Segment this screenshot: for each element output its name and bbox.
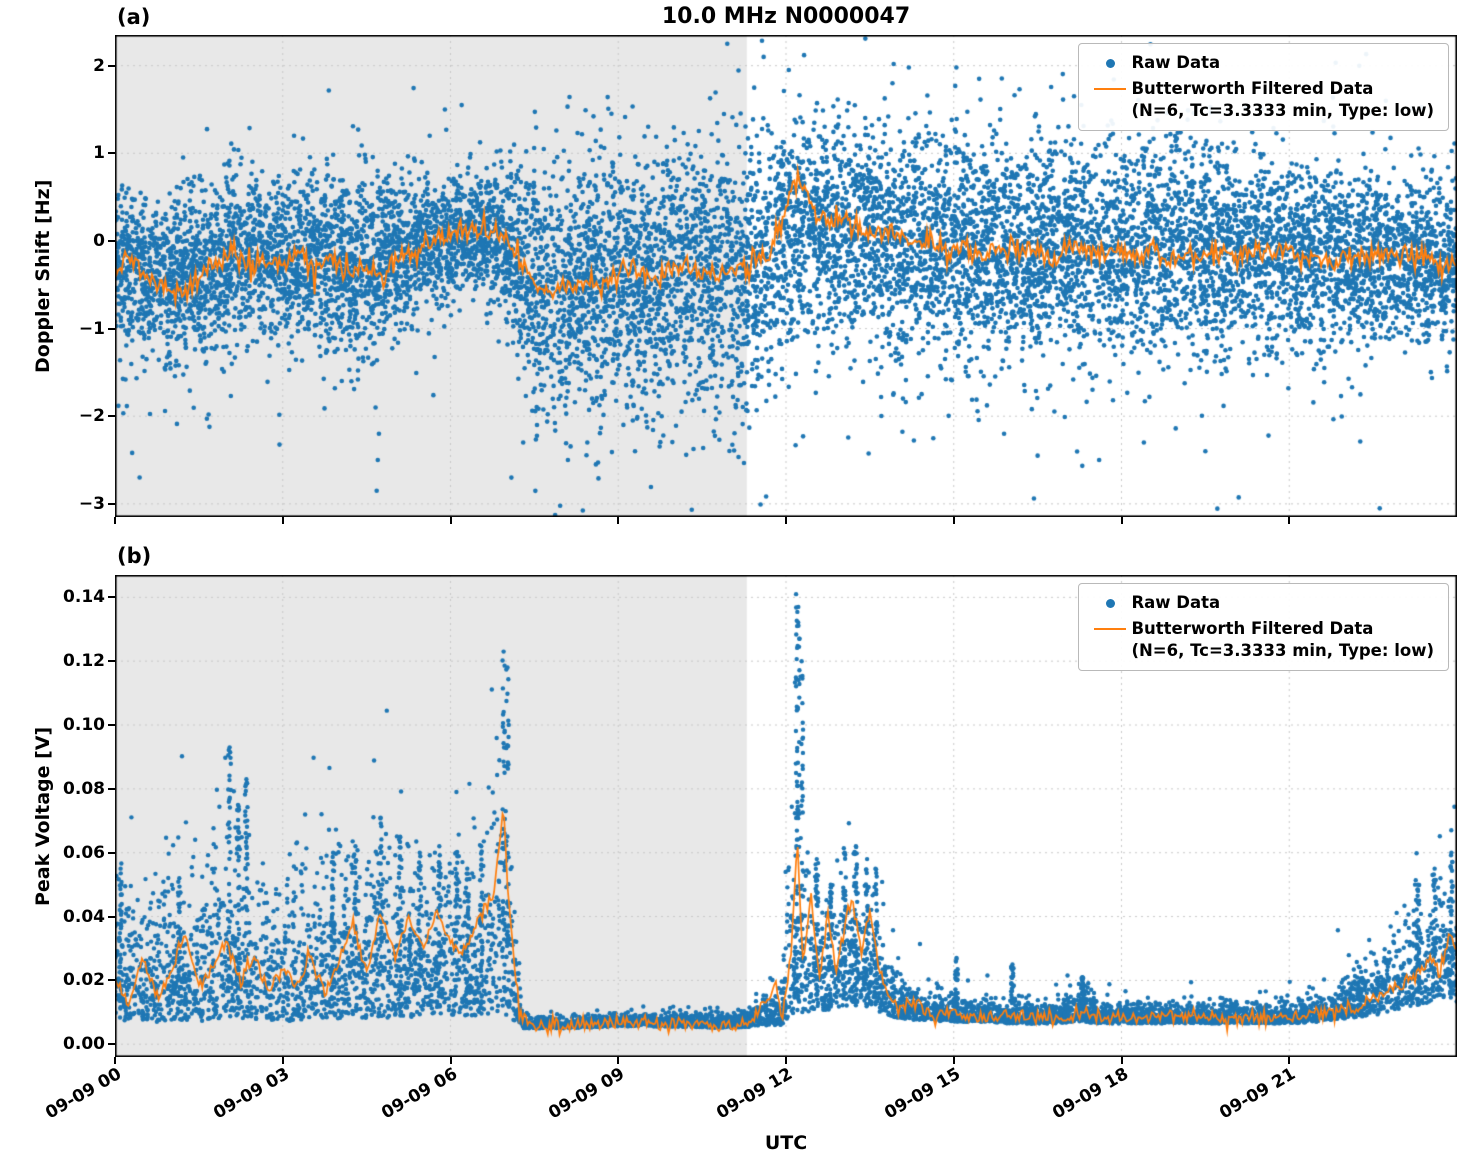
y-tick-mark — [108, 979, 115, 982]
x-tick-mark — [114, 517, 116, 524]
x-tick-label: 09-09 00 — [42, 1064, 125, 1124]
y-tick-label: 0.12 — [63, 651, 105, 672]
y-tick-mark — [108, 327, 115, 330]
y-tick-mark — [108, 502, 115, 505]
y-tick-mark — [108, 851, 115, 854]
raw-data-marker — [1089, 52, 1131, 68]
x-tick-label: 09-09 09 — [545, 1064, 629, 1124]
chart-title: 10.0 MHz N0000047 — [661, 4, 911, 29]
y-tick-label: 0 — [93, 230, 105, 251]
legend-raw-label: Raw Data — [1131, 53, 1221, 72]
y-tick-mark — [108, 596, 115, 599]
panel-a-label: (a) — [117, 5, 151, 29]
y-tick-label: 0.06 — [63, 842, 105, 863]
x-tick-mark — [449, 517, 452, 524]
legend-raw-label: Raw Data — [1131, 593, 1221, 612]
x-axis-label: UTC — [764, 1132, 808, 1154]
x-tick-mark — [1120, 1057, 1123, 1064]
y-tick-label: 0.10 — [63, 715, 105, 736]
filtered-line-marker — [1089, 78, 1131, 90]
filtered-line-marker — [1089, 618, 1131, 630]
x-tick-mark — [952, 517, 955, 524]
x-tick-mark — [617, 1057, 620, 1064]
y-tick-label: −2 — [78, 406, 105, 427]
x-tick-label: 09-09 15 — [881, 1064, 964, 1124]
x-tick-mark — [281, 1057, 284, 1064]
y-tick-label: −3 — [78, 493, 105, 514]
y-tick-mark — [108, 1043, 115, 1046]
y-tick-mark — [108, 64, 115, 67]
x-tick-label: 09-09 18 — [1048, 1064, 1132, 1124]
x-tick-mark — [785, 1057, 787, 1064]
x-tick-mark — [449, 1057, 452, 1064]
y-tick-mark — [108, 724, 115, 727]
x-tick-mark — [952, 1057, 955, 1064]
y-tick-label: 1 — [93, 143, 105, 164]
y-tick-label: −1 — [78, 318, 105, 339]
legend-filtered-label: Butterworth Filtered Data (N=6, Tc=3.333… — [1131, 79, 1434, 120]
x-tick-label: 09-09 03 — [210, 1064, 293, 1124]
x-tick-label: 09-09 06 — [377, 1064, 461, 1124]
y-tick-mark — [108, 660, 115, 663]
x-tick-mark — [281, 517, 284, 524]
x-tick-mark — [785, 517, 787, 524]
x-tick-mark — [114, 1057, 116, 1064]
x-tick-mark — [1288, 1057, 1291, 1064]
panel-b-legend: Raw Data Butterworth Filtered Data (N=6,… — [1078, 583, 1449, 671]
y-tick-label: 0.02 — [63, 970, 105, 991]
y-tick-label: 0.08 — [63, 778, 105, 799]
panel-a-legend: Raw Data Butterworth Filtered Data (N=6,… — [1078, 43, 1449, 131]
y-tick-mark — [108, 787, 115, 790]
y-tick-label: 0.00 — [63, 1034, 105, 1055]
y-tick-label: 0.14 — [63, 587, 105, 608]
x-tick-mark — [1120, 517, 1123, 524]
raw-data-marker — [1089, 592, 1131, 608]
x-tick-label: 09-09 12 — [713, 1064, 796, 1124]
y-tick-mark — [108, 415, 115, 418]
x-tick-mark — [1288, 517, 1291, 524]
y-axis-label-doppler: Doppler Shift [Hz] — [32, 179, 54, 373]
y-tick-label: 0.04 — [63, 906, 105, 927]
y-tick-label: 2 — [93, 55, 105, 76]
y-tick-mark — [108, 239, 115, 242]
x-tick-mark — [617, 517, 620, 524]
panel-b-label: (b) — [117, 544, 152, 568]
legend-filtered-label: Butterworth Filtered Data (N=6, Tc=3.333… — [1131, 619, 1434, 660]
y-tick-mark — [108, 152, 115, 155]
x-tick-label: 09-09 21 — [1216, 1064, 1300, 1124]
y-tick-mark — [108, 915, 115, 918]
